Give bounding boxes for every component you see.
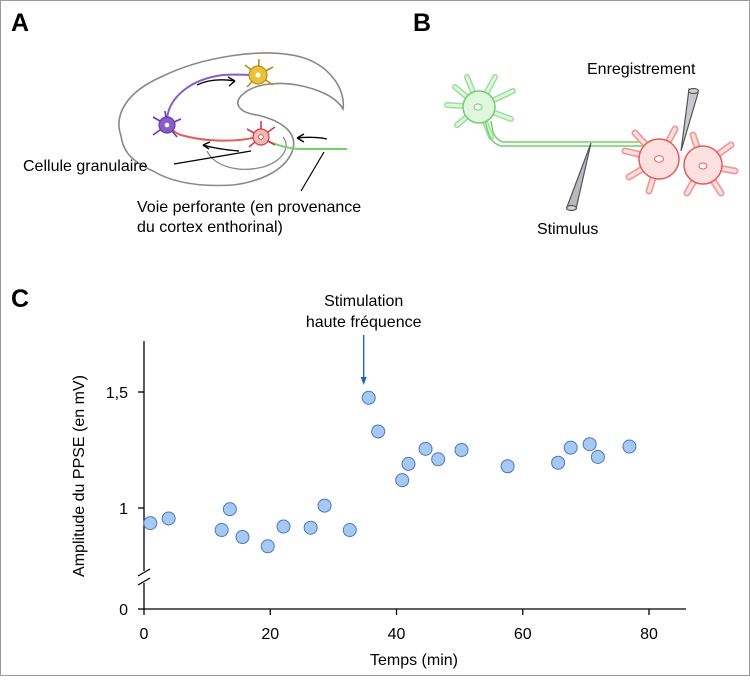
perforant-leader-line xyxy=(300,151,325,192)
data-point xyxy=(371,424,386,439)
red-granule-neuron-icon xyxy=(246,121,276,148)
arrowhead-granule xyxy=(202,141,211,150)
data-point xyxy=(235,530,250,544)
data-point xyxy=(418,441,433,456)
y-tick-label: 1 xyxy=(119,501,128,518)
data-point xyxy=(395,473,410,488)
stimulation-annotation: Stimulation haute fréquence xyxy=(306,293,422,385)
ppse-scatter-chart: 0 20 40 60 80 011,5 Temps (min) Amplitude du… xyxy=(71,341,686,669)
granule-leader-line xyxy=(173,150,252,165)
yellow-neuron-icon xyxy=(244,58,274,88)
data-point xyxy=(431,452,446,467)
y-tick-label: 0 xyxy=(119,602,128,619)
stimulus-electrode-icon xyxy=(565,142,592,212)
panel-a-letter: A xyxy=(11,9,29,37)
data-point xyxy=(222,502,237,517)
data-point xyxy=(303,520,318,535)
data-point xyxy=(214,523,229,538)
green-axon-outer xyxy=(484,120,645,147)
label-stimulus: Stimulus xyxy=(537,221,598,238)
label-granule-cell: Cellule granulaire xyxy=(23,158,148,175)
x-tick-label: 80 xyxy=(640,626,658,643)
data-point xyxy=(401,456,416,471)
data-point xyxy=(590,449,605,464)
recording-electrode-icon xyxy=(680,87,700,152)
panel-b-letter: B xyxy=(413,9,431,37)
green-axon-inner xyxy=(490,120,645,143)
y-tick-label: 1,5 xyxy=(106,385,128,402)
green-neuron-icon xyxy=(444,74,516,140)
arrow-to-ca3 xyxy=(196,79,236,86)
y-axis-label: Amplitude du PPSE (en mV) xyxy=(71,375,88,577)
annotation-arrowhead xyxy=(360,377,367,385)
data-point xyxy=(260,539,275,554)
arrowhead-ca3 xyxy=(227,76,236,87)
hippocampus-diagram xyxy=(118,52,347,192)
data-point xyxy=(276,519,291,534)
axis-break-mark-2 xyxy=(137,577,151,586)
hippocampus-outline xyxy=(118,52,345,187)
arrow-perforant xyxy=(296,136,328,140)
data-point xyxy=(317,498,332,513)
arrow-granule xyxy=(202,144,240,152)
data-point xyxy=(143,516,158,531)
data-point xyxy=(500,459,515,474)
y-axis-ticks: 011,5 xyxy=(106,385,144,619)
purple-axon xyxy=(166,73,254,120)
label-perforant-path-line2: du cortex enthorinal) xyxy=(137,219,283,236)
recording-setup-diagram xyxy=(444,74,739,212)
x-axis-ticks: 0 20 40 60 80 xyxy=(140,609,658,643)
label-recording: Enregistrement xyxy=(587,61,696,78)
axis-break-mark-1 xyxy=(137,568,151,577)
x-axis-label: Temps (min) xyxy=(370,652,458,669)
data-points xyxy=(143,390,637,554)
data-point xyxy=(342,523,357,538)
annotation-line2: haute fréquence xyxy=(306,314,422,331)
x-tick-label: 60 xyxy=(514,626,532,643)
data-point xyxy=(563,440,578,455)
x-tick-label: 0 xyxy=(140,626,149,643)
annotation-line1: Stimulation xyxy=(324,293,403,310)
data-point xyxy=(361,390,376,405)
data-point xyxy=(551,455,566,470)
data-point xyxy=(161,511,176,526)
data-point xyxy=(454,443,469,457)
label-perforant-path-line1: Voie perforante (en provenance xyxy=(137,199,361,216)
panel-c-letter: C xyxy=(11,285,29,313)
data-point xyxy=(622,439,637,454)
data-point xyxy=(582,437,597,452)
purple-neuron-icon xyxy=(152,110,182,138)
arrowhead-perforant xyxy=(296,133,305,143)
x-tick-label: 20 xyxy=(261,626,279,643)
x-tick-label: 40 xyxy=(388,626,406,643)
red-neuron-icon xyxy=(621,125,739,197)
